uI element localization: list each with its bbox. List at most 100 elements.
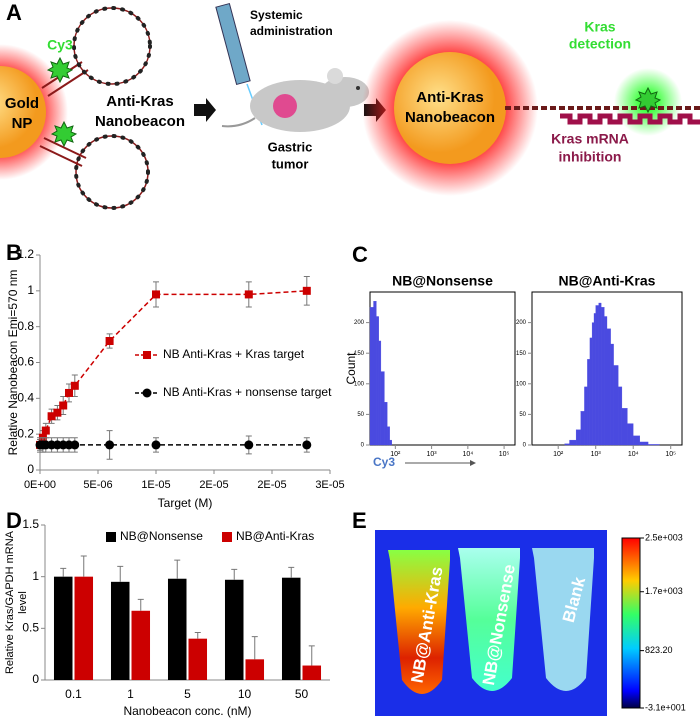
histogram-bar	[633, 435, 640, 446]
histogram-bar	[593, 313, 596, 446]
x-axis-label: Cy3	[373, 455, 395, 469]
y-tick-label: 1	[32, 569, 39, 583]
colorbar-label: 2.5e+003	[645, 532, 683, 542]
panel-a: A Gold NP Cy3 Anti-Kras Nanobeacon Syste…	[0, 0, 700, 210]
histogram-bar	[627, 423, 634, 446]
bar	[131, 610, 151, 680]
y-tick-label: 150	[516, 351, 527, 357]
x-tick-label: 10³	[591, 451, 602, 458]
x-tick-label: 2E-05	[257, 479, 286, 491]
data-point	[70, 381, 79, 390]
y-tick-label: 0.2	[17, 426, 34, 440]
mouse	[221, 68, 369, 132]
histogram-bar	[387, 426, 390, 446]
cy3-arrow	[405, 460, 476, 466]
gold-np	[0, 66, 46, 158]
tube	[388, 550, 450, 694]
data-point	[70, 440, 80, 450]
error-bar	[308, 645, 315, 666]
histogram-bar	[610, 343, 614, 446]
histogram-bar	[618, 386, 623, 446]
plot-frame	[369, 291, 516, 446]
x-tick-label: 10⁵	[665, 451, 676, 458]
error-bar	[174, 559, 181, 579]
panel-label: A	[6, 0, 22, 25]
y-tick-label: 0	[361, 443, 365, 449]
x-tick-label: 50	[295, 687, 309, 701]
x-axis-label: Nanobeacon conc. (nM)	[123, 704, 251, 718]
inhibition-label: inhibition	[559, 149, 622, 165]
data-point	[152, 290, 160, 299]
bar	[224, 579, 244, 680]
histogram-bar	[587, 359, 591, 446]
data-point	[47, 412, 56, 421]
y-tick-label: 1	[27, 283, 34, 297]
y-tick-label: 0.8	[17, 319, 34, 333]
data-point	[244, 290, 253, 299]
legend-label: NB@Anti-Kras	[236, 529, 314, 543]
x-axis-label: Target (M)	[158, 496, 213, 510]
detection-label: Kras	[584, 19, 615, 35]
y-tick-label: 0.6	[17, 355, 34, 369]
panel-label: D	[6, 508, 22, 533]
y-axis-label: Count	[344, 352, 358, 385]
particle-label: Nanobeacon	[405, 109, 495, 126]
colorbar-label: 823.20	[645, 645, 673, 655]
histogram-bar	[373, 301, 377, 446]
nanobeacon	[394, 52, 506, 164]
histogram-bar	[380, 371, 385, 446]
error-bar	[80, 555, 87, 577]
colorbar-label: -3.1e+001	[645, 702, 686, 712]
data-point	[53, 408, 62, 417]
tube	[532, 548, 594, 691]
hairpin-loops	[72, 6, 152, 210]
histogram-bar	[389, 439, 392, 446]
bar	[110, 581, 130, 680]
data-point	[302, 440, 312, 450]
panel-label: C	[352, 242, 368, 267]
x-tick-label: 0.1	[65, 687, 82, 701]
y-tick-label: 0	[27, 462, 34, 476]
data-point	[105, 440, 115, 450]
error-bar	[60, 567, 67, 577]
x-tick-label: 10²	[553, 451, 564, 458]
data-point	[65, 388, 73, 397]
legend-swatch	[106, 532, 116, 542]
y-tick-label: 0.4	[17, 391, 34, 405]
y-tick-label: 1.2	[17, 247, 34, 261]
histogram-bar	[376, 316, 379, 446]
y-axis-label: Relative Kras/GAPDH mRNA	[4, 530, 16, 674]
x-tick-label: 10⁵	[499, 451, 510, 458]
histogram-bar	[604, 316, 608, 446]
data-point	[59, 401, 68, 410]
legend-marker	[143, 351, 151, 359]
x-tick-label: 10³	[427, 451, 438, 458]
data-point	[302, 286, 311, 295]
x-tick-label: 2E-05	[199, 479, 228, 491]
histogram-bar	[621, 408, 628, 446]
histogram-bar	[591, 322, 595, 446]
panel-e-image: NB@Anti-Kras NB@Nonsense Blank	[375, 530, 641, 716]
legend-label: NB@Nonsense	[120, 529, 203, 543]
arrow	[194, 98, 216, 122]
chart-title: NB@Nonsense	[392, 273, 493, 289]
panel-label: E	[352, 508, 367, 533]
histogram-bar	[564, 443, 570, 446]
bar	[53, 576, 73, 680]
histogram-bar	[378, 340, 382, 446]
histogram-bar	[613, 365, 619, 446]
series-line	[39, 290, 307, 446]
histogram-bar	[369, 307, 374, 446]
x-tick-label: 1E-05	[141, 479, 170, 491]
x-tick-label: 0E+00	[24, 479, 56, 491]
legend-marker	[142, 388, 152, 398]
inhibition-label: Kras mRNA	[551, 131, 629, 147]
y-tick-label: 50	[519, 412, 526, 418]
y-tick-label: 200	[516, 320, 527, 326]
histogram-bar	[584, 386, 588, 446]
legend-label: NB Anti-Kras + nonsense target	[163, 385, 332, 399]
error-bar	[117, 565, 124, 582]
y-axis-label: Relative Nanobeacon Emi=570 nm	[6, 270, 20, 456]
np-label: NP	[12, 115, 33, 132]
